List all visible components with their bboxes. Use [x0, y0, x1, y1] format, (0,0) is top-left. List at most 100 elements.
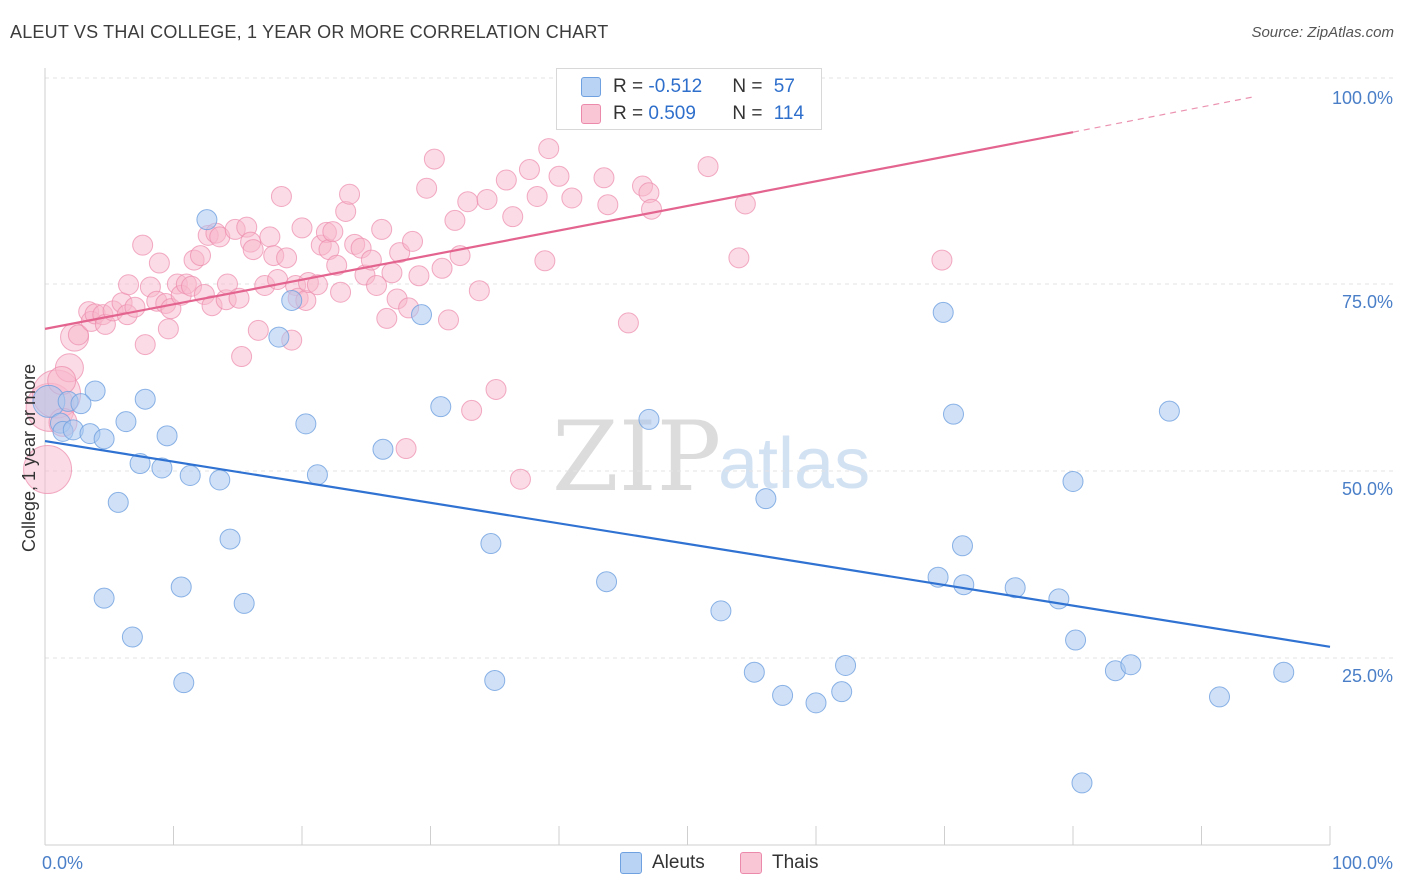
thai-point: [291, 217, 313, 239]
aleut-point: [107, 491, 129, 513]
aleut-point: [179, 464, 201, 486]
aleut-point: [596, 571, 618, 593]
thai-point: [538, 138, 560, 160]
aleut-point: [1062, 470, 1084, 492]
aleut-point: [835, 654, 857, 676]
aleut-point: [1048, 588, 1070, 610]
aleut-point: [209, 469, 231, 491]
thai-point: [306, 274, 328, 296]
thai-point: [23, 445, 73, 495]
legend-row-thais: R = 0.509 N = 114: [581, 101, 804, 127]
thai-legend-label: Thais: [772, 852, 819, 873]
x-tick-label: 0.0%: [42, 853, 83, 873]
aleut-point: [1004, 577, 1026, 599]
thai-point: [381, 262, 403, 284]
thai-point: [408, 265, 430, 287]
thai-point: [148, 252, 170, 274]
thai-point: [561, 187, 583, 209]
thai-point: [931, 249, 953, 271]
aleut-point: [115, 411, 137, 433]
legend-n-label: N =: [732, 103, 768, 124]
thai-point: [593, 167, 615, 189]
aleut-point: [196, 209, 218, 231]
thai-point: [330, 281, 352, 303]
bottom-legend-aleuts: Aleuts: [620, 852, 705, 874]
aleut-point: [638, 408, 660, 430]
thai-point: [270, 185, 292, 207]
y-axis-label: College, 1 year or more: [19, 364, 39, 552]
thai-point: [431, 257, 453, 279]
thai-point: [502, 206, 524, 228]
thai-point: [259, 226, 281, 248]
aleut-point: [772, 684, 794, 706]
aleut-point: [156, 425, 178, 447]
aleut-point: [121, 626, 143, 648]
thai-point: [468, 280, 490, 302]
aleut-point: [411, 304, 433, 326]
legend-r-value: 0.509: [648, 103, 696, 124]
thai-point: [617, 312, 639, 334]
aleut-point: [480, 533, 502, 555]
aleut-swatch: [581, 77, 601, 97]
thai-point: [371, 218, 393, 240]
aleut-point: [151, 457, 173, 479]
y-tick-label: 75.0%: [1342, 292, 1393, 312]
gridlines: [45, 77, 1394, 659]
thai-point: [526, 185, 548, 207]
legend-n-value: 114: [773, 103, 805, 124]
aleut-points: [32, 209, 1295, 794]
aleut-point: [831, 681, 853, 703]
watermark-zip: ZIP: [552, 401, 721, 513]
thai-point: [395, 438, 417, 460]
thai-point: [242, 239, 264, 261]
thai-point: [444, 209, 466, 231]
thai-point: [457, 191, 479, 213]
thai-point: [534, 250, 556, 272]
aleut-trend-line: [44, 439, 1331, 648]
y-tick-label: 50.0%: [1342, 479, 1393, 499]
watermark: ZIP atlas: [552, 401, 870, 513]
thai-point: [366, 274, 388, 296]
thai-point: [132, 234, 154, 256]
watermark-atlas: atlas: [718, 424, 870, 504]
x-tick-label: 100.0%: [1332, 853, 1393, 873]
aleut-point: [1158, 400, 1180, 422]
thai-point: [509, 468, 531, 490]
y-tick-label: 100.0%: [1332, 88, 1393, 108]
thai-point: [402, 230, 424, 252]
thai-point: [437, 309, 459, 331]
correlation-legend: R = -0.512 N = 57 R = 0.509 N = 114: [556, 68, 822, 130]
aleut-point: [951, 535, 973, 557]
aleut-point: [755, 488, 777, 510]
aleut-point: [953, 574, 975, 596]
thai-point: [485, 378, 507, 400]
aleut-point: [1071, 772, 1093, 794]
aleut-point: [84, 380, 106, 402]
legend-r-value: -0.512: [648, 76, 703, 97]
aleut-point: [430, 396, 452, 418]
thai-point: [476, 188, 498, 210]
aleut-point: [93, 428, 115, 450]
aleut-point: [372, 438, 394, 460]
thai-point: [276, 247, 298, 269]
thai-point: [728, 247, 750, 269]
legend-n-label: N =: [732, 76, 768, 97]
thai-point: [67, 324, 89, 346]
thai-point: [157, 318, 179, 340]
aleut-point: [942, 403, 964, 425]
aleut-point: [233, 592, 255, 614]
thai-point: [322, 221, 344, 243]
aleut-point: [93, 587, 115, 609]
thai-point: [423, 148, 445, 170]
thai-point: [597, 194, 619, 216]
thai-point: [326, 254, 348, 276]
aleut-point: [484, 669, 506, 691]
y-tick-labels: 25.0% 50.0% 75.0% 100.0%: [1332, 88, 1393, 686]
thai-point: [335, 200, 357, 222]
thai-point: [548, 165, 570, 187]
bottom-legend-thais: Thais: [740, 852, 818, 874]
source-label: Source: ZipAtlas.com: [1251, 24, 1394, 41]
aleut-point: [306, 464, 328, 486]
thai-point: [189, 245, 211, 267]
